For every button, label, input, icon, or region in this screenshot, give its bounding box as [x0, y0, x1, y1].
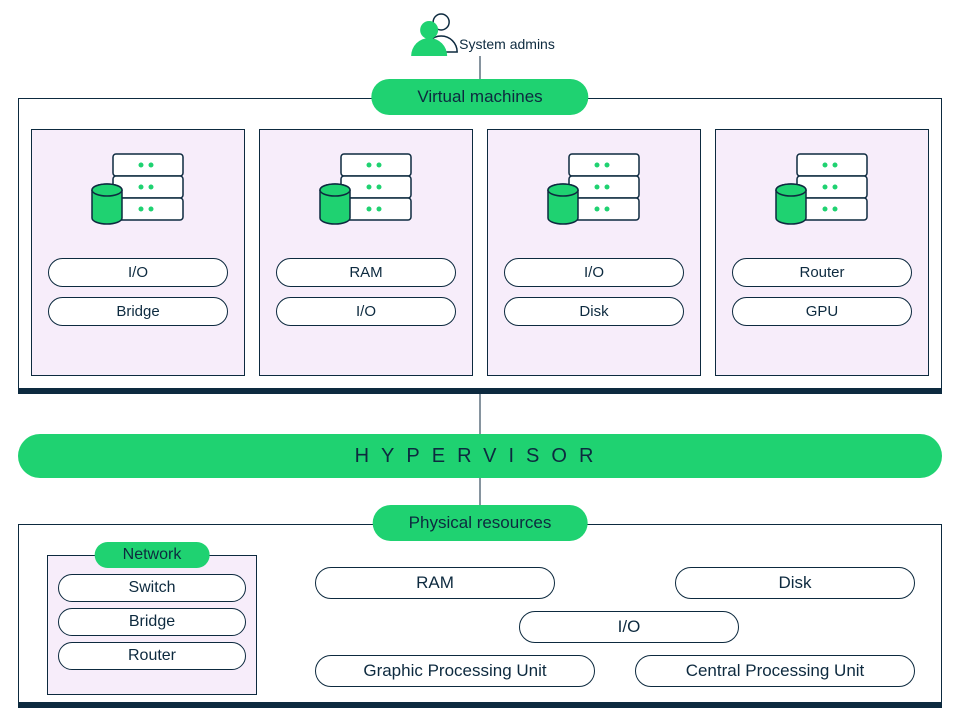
admins-icon [405, 10, 461, 56]
resource-cpu: Central Processing Unit [635, 655, 915, 687]
virtual-machines-header: Virtual machines [371, 79, 588, 115]
physical-resources-panel: Physical resources Network SwitchBridgeR… [18, 524, 942, 708]
server-icon [539, 148, 649, 238]
physical-resources-header: Physical resources [373, 505, 588, 541]
vm-resource-pill: Bridge [48, 297, 228, 326]
vm-resource-pill: GPU [732, 297, 912, 326]
hypervisor-bar: HYPERVISOR [18, 434, 942, 478]
hypervisor-label: HYPERVISOR [355, 445, 606, 468]
network-item: Switch [58, 574, 246, 602]
network-panel: Network SwitchBridgeRouter [47, 555, 257, 695]
network-items: Switch Bridge Router [58, 574, 246, 670]
server-icon [311, 148, 421, 238]
server-icon [767, 148, 877, 238]
vm-resource-pill: RAM [276, 258, 456, 287]
virtual-machines-panel: Virtual machines I/OBridge RAMI/O I/ODi [18, 98, 942, 394]
vm-resource-pill: I/O [48, 258, 228, 287]
vm-card: RAM I/O [259, 129, 473, 376]
network-header: Network [95, 542, 210, 568]
resource-disk: Disk [675, 567, 915, 599]
vm-resource-pill: Disk [504, 297, 684, 326]
vm-card: I/O Disk [487, 129, 701, 376]
vm-card: I/O Bridge [31, 129, 245, 376]
resource-gpu: Graphic Processing Unit [315, 655, 595, 687]
vm-resource-pill: I/O [504, 258, 684, 287]
connector-vm-hypervisor [480, 394, 481, 434]
admins-label: System admins [459, 36, 555, 52]
network-item: Router [58, 642, 246, 670]
server-icon [83, 148, 193, 238]
resource-io: I/O [519, 611, 739, 643]
vm-resource-pill: Router [732, 258, 912, 287]
vm-card: Router GPU [715, 129, 929, 376]
network-item: Bridge [58, 608, 246, 636]
system-admins: System admins [405, 10, 555, 56]
vm-card-row: I/O Bridge RAM I/O I/O Disk Router GPU [31, 129, 929, 376]
resource-ram: RAM [315, 567, 555, 599]
vm-resource-pill: I/O [276, 297, 456, 326]
